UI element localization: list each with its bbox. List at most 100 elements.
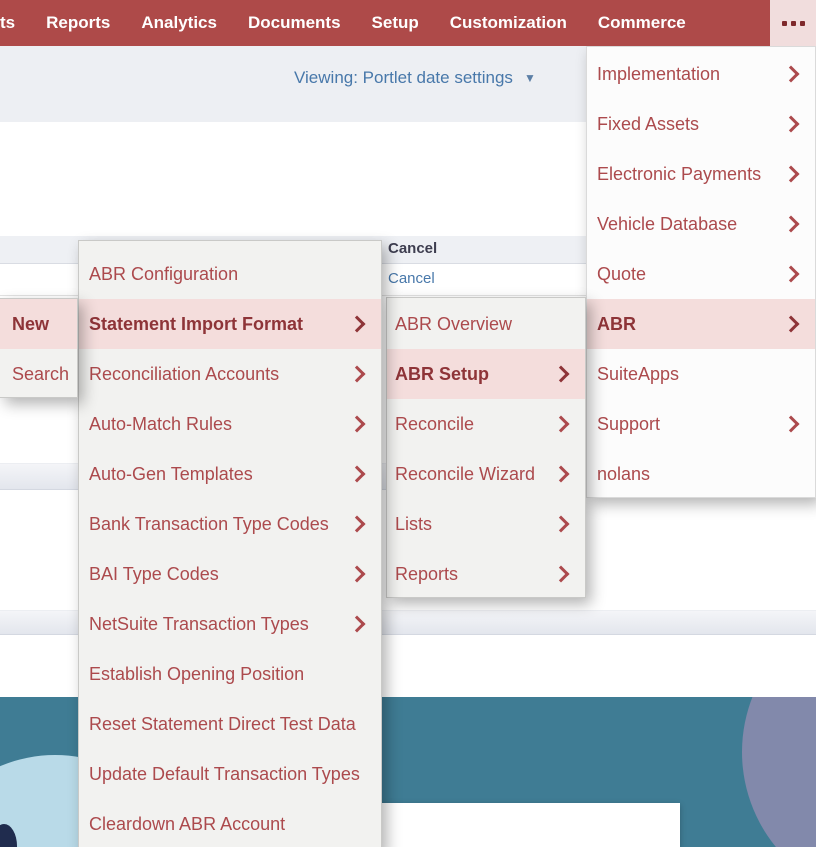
menu-item-label: Cleardown ABR Account bbox=[89, 813, 286, 834]
menu-item-label: Support bbox=[597, 413, 661, 434]
chevron-right-icon bbox=[552, 415, 570, 433]
menu-item-electronic-payments[interactable]: Electronic Payments bbox=[587, 149, 815, 199]
ellipsis-icon bbox=[781, 20, 805, 26]
menu-item-label: Vehicle Database bbox=[597, 213, 738, 234]
menu-item-label: NetSuite Transaction Types bbox=[89, 613, 309, 634]
menu-item-label: Establish Opening Position bbox=[89, 663, 305, 684]
cancel-link[interactable]: Cancel bbox=[388, 270, 435, 287]
menu-item-label: SuiteApps bbox=[597, 363, 680, 384]
chevron-right-icon bbox=[782, 215, 800, 233]
nav-item-documents[interactable]: Documents bbox=[248, 13, 341, 33]
menu-item-label: Reconcile bbox=[395, 413, 475, 434]
chevron-right-icon bbox=[552, 465, 570, 483]
menu-item-label: ABR Configuration bbox=[89, 263, 239, 284]
chevron-right-icon bbox=[348, 315, 366, 333]
nav-item-label: ts bbox=[0, 13, 16, 32]
chevron-right-icon bbox=[782, 65, 800, 83]
chevron-right-icon bbox=[552, 365, 570, 383]
menu-item-abr-setup[interactable]: ABR Setup bbox=[387, 349, 585, 399]
viewing-label: Viewing: Portlet date settings bbox=[294, 68, 513, 87]
nav-item-label: Reports bbox=[46, 13, 111, 32]
nav-item-commerce[interactable]: Commerce bbox=[598, 13, 686, 33]
more-dropdown-menu: Implementation Fixed Assets Electronic Pay… bbox=[586, 46, 816, 498]
menu-item-label: Reconcile Wizard bbox=[395, 463, 536, 484]
menu-item-update-default-transaction-types[interactable]: Update Default Transaction Types bbox=[79, 749, 381, 799]
illustration-person-left bbox=[0, 824, 17, 847]
menu-item-establish-opening-position[interactable]: Establish Opening Position bbox=[79, 649, 381, 699]
nav-item-label: Customization bbox=[449, 13, 567, 32]
menu-item-label: nolans bbox=[597, 463, 651, 484]
nav-item-setup[interactable]: Setup bbox=[372, 13, 419, 33]
menu-item-fixed-assets[interactable]: Fixed Assets bbox=[587, 99, 815, 149]
menu-item-statement-import-format[interactable]: Statement Import Format bbox=[79, 299, 381, 349]
chevron-right-icon bbox=[782, 165, 800, 183]
nav-more-button[interactable] bbox=[770, 0, 816, 46]
menu-item-reset-statement-direct-test-data[interactable]: Reset Statement Direct Test Data bbox=[79, 699, 381, 749]
menu-item-implementation[interactable]: Implementation bbox=[587, 49, 815, 99]
viewing-dropdown[interactable]: Viewing: Portlet date settings ▼ bbox=[294, 68, 536, 88]
hero-card bbox=[380, 803, 680, 847]
menu-item-support[interactable]: Support bbox=[587, 399, 815, 449]
menu-item-label: Reports bbox=[395, 563, 459, 584]
nav-item-label: Analytics bbox=[141, 13, 217, 32]
chevron-right-icon bbox=[348, 465, 366, 483]
menu-item-label: Quote bbox=[597, 263, 647, 284]
menu-item-cleardown-abr-account[interactable]: Cleardown ABR Account bbox=[79, 799, 381, 847]
menu-item-bank-transaction-type-codes[interactable]: Bank Transaction Type Codes bbox=[79, 499, 381, 549]
chevron-right-icon bbox=[348, 515, 366, 533]
menu-item-label: New bbox=[12, 313, 50, 334]
menu-item-bai-type-codes[interactable]: BAI Type Codes bbox=[79, 549, 381, 599]
menu-item-nolans[interactable]: nolans bbox=[587, 449, 815, 497]
menu-item-reconciliation-accounts[interactable]: Reconciliation Accounts bbox=[79, 349, 381, 399]
chevron-right-icon bbox=[348, 365, 366, 383]
menu-item-label: Implementation bbox=[597, 63, 721, 84]
nav-item-reports[interactable]: Reports bbox=[46, 13, 110, 33]
chevron-right-icon bbox=[782, 315, 800, 333]
menu-item-label: Electronic Payments bbox=[597, 163, 762, 184]
menu-item-auto-match-rules[interactable]: Auto-Match Rules bbox=[79, 399, 381, 449]
menu-item-suiteapps[interactable]: SuiteApps bbox=[587, 349, 815, 399]
menu-item-label: Reconciliation Accounts bbox=[89, 363, 280, 384]
menu-item-label: Statement Import Format bbox=[89, 313, 304, 334]
chevron-right-icon bbox=[782, 115, 800, 133]
nav-item-analytics[interactable]: Analytics bbox=[141, 13, 217, 33]
menu-item-label: Auto-Match Rules bbox=[89, 413, 233, 434]
menu-item-abr-configuration[interactable]: ABR Configuration bbox=[79, 249, 381, 299]
top-navbar: ts Reports Analytics Documents Setup Customiz… bbox=[0, 0, 816, 46]
menu-item-abr-overview[interactable]: ABR Overview bbox=[387, 299, 585, 349]
menu-item-reconcile[interactable]: Reconcile bbox=[387, 399, 585, 449]
menu-item-new[interactable]: New bbox=[0, 299, 77, 349]
nav-item-ts[interactable]: ts bbox=[0, 13, 15, 33]
menu-item-label: Update Default Transaction Types bbox=[89, 763, 360, 784]
menu-item-abr[interactable]: ABR bbox=[587, 299, 815, 349]
menu-item-search[interactable]: Search bbox=[0, 349, 77, 397]
menu-item-vehicle-database[interactable]: Vehicle Database bbox=[587, 199, 815, 249]
quick-actions-menu: New Search bbox=[0, 298, 78, 398]
chevron-right-icon bbox=[782, 415, 800, 433]
chevron-right-icon bbox=[348, 565, 366, 583]
menu-item-label: Bank Transaction Type Codes bbox=[89, 513, 329, 534]
chevron-right-icon bbox=[552, 515, 570, 533]
chevron-right-icon bbox=[782, 265, 800, 283]
menu-item-quote[interactable]: Quote bbox=[587, 249, 815, 299]
menu-item-label: Search bbox=[12, 363, 70, 384]
abr-submenu: ABR Overview ABR Setup Reconcile Reconcile … bbox=[386, 297, 586, 598]
nav-item-customization[interactable]: Customization bbox=[450, 13, 567, 33]
menu-item-label: ABR bbox=[597, 313, 636, 334]
nav-item-label: Setup bbox=[371, 13, 419, 32]
menu-item-label: BAI Type Codes bbox=[89, 563, 219, 584]
nav-item-label: Documents bbox=[247, 13, 341, 32]
menu-item-label: ABR Setup bbox=[395, 363, 489, 384]
menu-item-reports[interactable]: Reports bbox=[387, 549, 585, 597]
abr-setup-submenu: ABR Configuration Statement Import Format… bbox=[78, 240, 382, 847]
nav-item-label: Commerce bbox=[597, 13, 686, 32]
menu-item-label: Lists bbox=[395, 513, 433, 534]
menu-item-auto-gen-templates[interactable]: Auto-Gen Templates bbox=[79, 449, 381, 499]
menu-item-reconcile-wizard[interactable]: Reconcile Wizard bbox=[387, 449, 585, 499]
chevron-right-icon bbox=[552, 565, 570, 583]
chevron-right-icon bbox=[348, 615, 366, 633]
menu-item-netsuite-transaction-types[interactable]: NetSuite Transaction Types bbox=[79, 599, 381, 649]
menu-item-label: ABR Overview bbox=[395, 313, 513, 334]
menu-item-lists[interactable]: Lists bbox=[387, 499, 585, 549]
